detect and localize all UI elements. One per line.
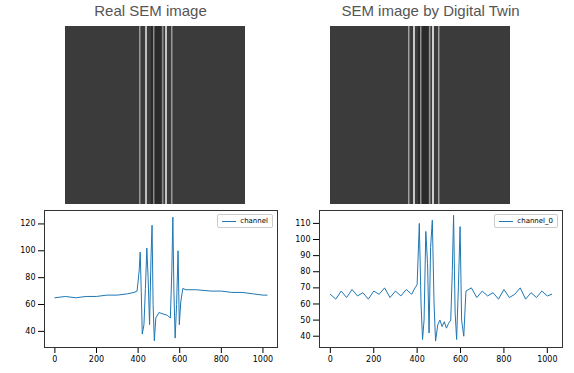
svg-text:60: 60 bbox=[25, 300, 35, 309]
svg-text:0: 0 bbox=[52, 355, 57, 364]
html-text:channel_0: channel_0 bbox=[517, 217, 553, 225]
svg-text:40: 40 bbox=[300, 332, 310, 341]
svg-text:120: 120 bbox=[20, 219, 35, 228]
svg-text:60: 60 bbox=[300, 300, 310, 309]
svg-text:0: 0 bbox=[328, 355, 333, 364]
svg-text:1000: 1000 bbox=[253, 355, 273, 364]
svg-text:800: 800 bbox=[214, 355, 229, 364]
svg-text:40: 40 bbox=[25, 327, 35, 336]
svg-text:80: 80 bbox=[25, 273, 35, 282]
svg-text:600: 600 bbox=[453, 355, 468, 364]
svg-text:200: 200 bbox=[366, 355, 381, 364]
svg-text:200: 200 bbox=[89, 355, 104, 364]
svg-text:400: 400 bbox=[409, 355, 424, 364]
svg-text:1000: 1000 bbox=[537, 355, 557, 364]
html-text:channel: channel bbox=[240, 217, 268, 225]
svg-text:100: 100 bbox=[20, 246, 35, 255]
svg-text:90: 90 bbox=[300, 251, 310, 260]
svg-text:80: 80 bbox=[300, 267, 310, 276]
svg-text:400: 400 bbox=[130, 355, 145, 364]
svg-text:600: 600 bbox=[172, 355, 187, 364]
svg-text:800: 800 bbox=[496, 355, 511, 364]
svg-text:50: 50 bbox=[300, 316, 310, 325]
svg-text:70: 70 bbox=[300, 283, 310, 292]
html-text:Real SEM image: Real SEM image bbox=[94, 2, 207, 19]
svg-text:110: 110 bbox=[295, 219, 310, 228]
svg-text:100: 100 bbox=[295, 235, 310, 244]
html-text:SEM image by Digital Twin: SEM image by Digital Twin bbox=[341, 2, 520, 19]
